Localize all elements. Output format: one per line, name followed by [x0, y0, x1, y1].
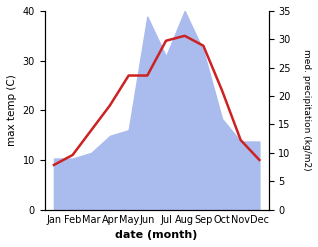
Y-axis label: med. precipitation (kg/m2): med. precipitation (kg/m2): [302, 49, 311, 171]
Y-axis label: max temp (C): max temp (C): [7, 74, 17, 146]
X-axis label: date (month): date (month): [115, 230, 198, 240]
